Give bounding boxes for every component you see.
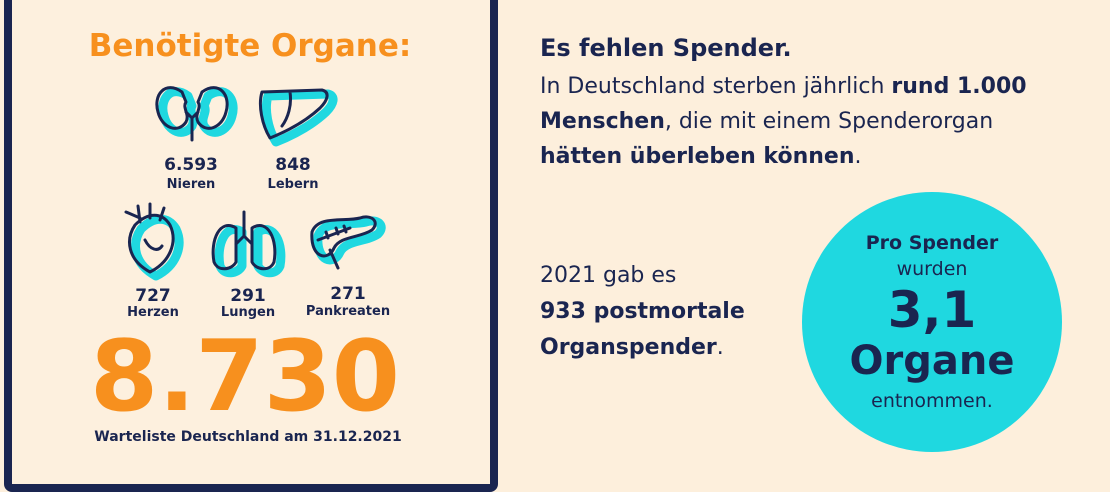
left-title: Benötigte Organe: (88, 28, 412, 64)
paragraph: In Deutschland sterben jährlich rund 1.0… (540, 69, 1027, 174)
organ-number: 6.593 (164, 155, 218, 175)
right-heading: Es fehlen Spender. (540, 34, 792, 62)
highlight-circle (802, 192, 1062, 452)
waitlist-caption: Warteliste Deutschland am 31.12.2021 (94, 429, 402, 445)
organ-label: Lebern (267, 177, 319, 192)
organ-number: 848 (275, 155, 311, 175)
text: . (854, 144, 862, 169)
bold-text: rund 1.000 (891, 74, 1027, 99)
kidney-icon (155, 86, 238, 142)
organ-label: Herzen (127, 305, 179, 320)
bold-text: 933 postmortale (540, 299, 745, 324)
waitlist-total: 8.730 (90, 320, 400, 434)
organ-number: 271 (330, 284, 366, 304)
circle-text: Organe (849, 338, 1015, 384)
liver-icon (258, 88, 338, 147)
page: Benötigte Organe: 6.593 Nieren 848 Leber… (4, 0, 1062, 492)
pancreas-icon (310, 215, 386, 270)
circle-text: Pro Spender (865, 232, 999, 254)
heart-icon (124, 202, 184, 281)
text: In Deutschland sterben jährlich (540, 74, 892, 99)
organ-label: Lungen (220, 305, 276, 320)
text: , die mit einem Spenderorgan (664, 109, 994, 134)
text: 2021 gab es (540, 263, 677, 288)
organ-label: Pankreaten (305, 304, 391, 319)
bold-text: hätten überleben können (540, 144, 855, 169)
organ-label: Nieren (166, 177, 216, 192)
bold-text: Menschen (540, 109, 665, 134)
organ-number: 291 (230, 286, 266, 306)
organ-icons (124, 86, 386, 281)
donors: 2021 gab es 933 postmortale Organspender… (540, 258, 745, 366)
lungs-icon (211, 210, 286, 278)
text: . (716, 335, 724, 360)
bold-text: Organspender (540, 335, 717, 360)
organ-number: 727 (135, 286, 171, 306)
circle-text: entnommen. (871, 390, 993, 412)
circle-text: wurden (896, 258, 968, 280)
circle-number: 3,1 (887, 281, 977, 339)
